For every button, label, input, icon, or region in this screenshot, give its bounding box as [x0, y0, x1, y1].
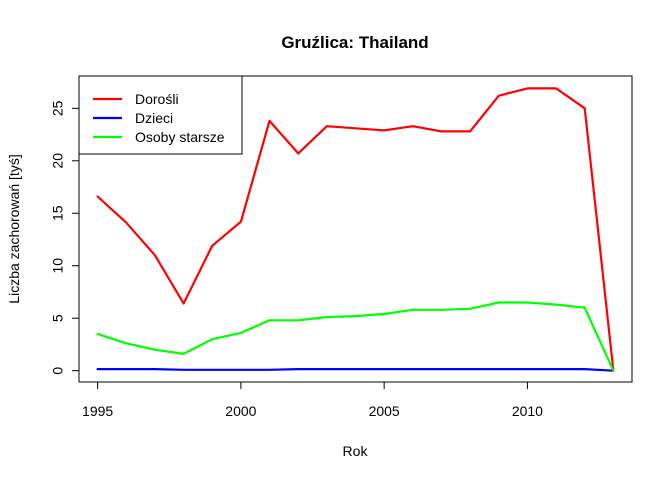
chart-title: Gruźlica: Thailand [281, 33, 428, 52]
x-tick-label: 2000 [225, 403, 256, 419]
x-tick-label: 1995 [82, 403, 113, 419]
legend-box [78, 75, 243, 155]
series-line-1 [96, 87, 615, 372]
x-axis: 1995 2000 2005 2010 [82, 381, 543, 419]
y-tick-label: 5 [50, 314, 66, 322]
y-tick-label: 15 [50, 205, 66, 221]
x-tick-label: 2005 [369, 403, 400, 419]
y-tick-label: 0 [50, 367, 66, 375]
y-tick-label: 25 [50, 100, 66, 116]
x-tick-label: 2010 [512, 403, 543, 419]
legend-label: Dorośli [135, 91, 179, 107]
y-tick-label: 20 [50, 153, 66, 169]
legend-label: Osoby starsze [135, 129, 225, 145]
series-line-3 [96, 301, 615, 372]
series-line-2 [96, 368, 615, 372]
series-lines [96, 87, 615, 372]
legend-label: Dzieci [135, 110, 173, 126]
y-axis-label: Liczba zachorowań [tyś] [6, 154, 22, 303]
legend: Dorośli Dzieci Osoby starsze [78, 75, 243, 155]
x-axis-label: Rok [343, 443, 369, 459]
y-axis: 0 5 10 15 20 25 [50, 100, 80, 375]
y-tick-label: 10 [50, 258, 66, 274]
